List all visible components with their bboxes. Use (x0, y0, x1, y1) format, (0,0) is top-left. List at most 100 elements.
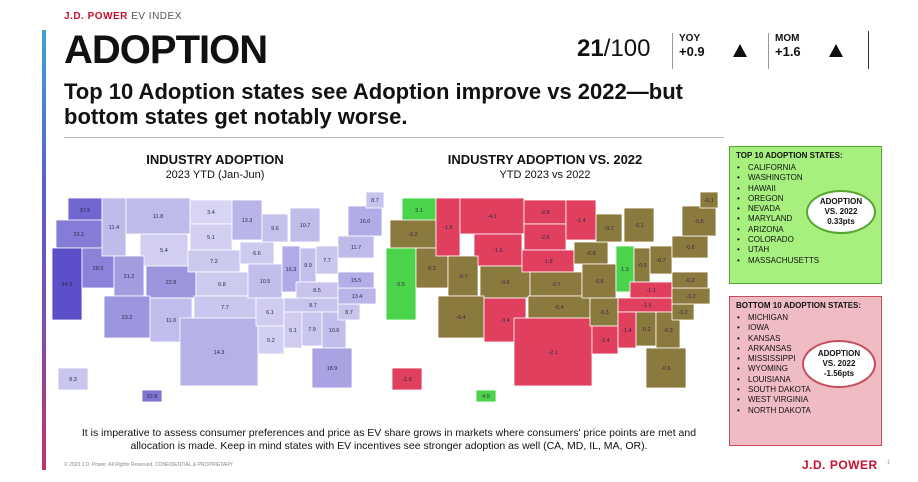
state-wi (595, 213, 623, 243)
state-label-in: 9.9 (304, 263, 312, 269)
state-label-ny: 16.0 (360, 219, 371, 225)
state-ny (681, 205, 717, 237)
page-number: 1 (887, 460, 891, 466)
list-item: SOUTH DAKOTA (736, 385, 875, 396)
score-display: 21/100 (577, 35, 650, 63)
list-item: ARKANSAS (736, 344, 875, 355)
footer-logo: J.D. POWER (802, 458, 878, 472)
yoy-label: YOY (679, 33, 701, 44)
state-label-la: 5.2 (267, 338, 275, 344)
state-label-ms: -1.4 (622, 328, 631, 334)
state-label-ut: -0.7 (458, 274, 467, 280)
state-ks (195, 271, 249, 297)
state-label-va: 15.5 (351, 278, 362, 284)
state-label-co: 22.8 (166, 280, 177, 286)
state-tx (513, 317, 593, 387)
header-rule (64, 137, 724, 138)
state-label-id: 11.4 (109, 225, 119, 231)
list-item: COLORADO (736, 235, 875, 246)
list-item: CALIFORNIA (736, 163, 875, 174)
adoption-change-map: 3.1 -0.2 0.5 0.2 -1.6 -4.1 -1.6 -0.7 -0.6 -0.4 -3.… (385, 191, 719, 403)
list-item: LOUISIANA (736, 375, 875, 386)
state-ut (113, 255, 145, 297)
state-label-la: -2.4 (600, 338, 609, 344)
state-ks (529, 271, 583, 297)
state-wy (473, 233, 523, 267)
list-item: WASHINGTON (736, 173, 875, 184)
state-label-az: -0.4 (456, 315, 465, 321)
list-item: UTAH (736, 245, 875, 256)
state-label-ia: 6.6 (253, 251, 261, 257)
state-ca (51, 247, 83, 321)
state-hi (475, 389, 497, 403)
state-label-mo: 10.5 (260, 279, 271, 285)
body-text: It is imperative to assess consumer pref… (81, 427, 697, 452)
state-ar (255, 297, 285, 327)
state-label-nv: 28.9 (93, 266, 104, 272)
state-wi (261, 213, 289, 243)
state-label-ca: 44.9 (62, 282, 73, 288)
state-label-mo: -0.8 (594, 279, 603, 285)
state-label-il: 16.3 (286, 267, 297, 273)
pill-line: ADOPTION (817, 349, 861, 358)
state-label-me: -0.1 (704, 198, 713, 204)
state-label-ar: 6.1 (266, 310, 274, 316)
state-label-pa: -0.6 (685, 245, 694, 251)
list-item: HAWAII (736, 184, 875, 195)
state-label-ne: -1.8 (543, 259, 552, 265)
state-fl (645, 347, 687, 389)
state-label-mn: -1.4 (576, 218, 585, 224)
state-label-sd: -2.6 (540, 235, 549, 241)
state-ak (391, 367, 423, 391)
list-item: WYOMING (736, 364, 875, 375)
state-label-or: -0.2 (408, 232, 417, 238)
state-label-nv: 0.2 (428, 266, 436, 272)
list-item: NEVADA (736, 204, 875, 215)
state-or (55, 219, 103, 249)
up-triangle-icon (829, 44, 843, 57)
list-item: MARYLAND (736, 214, 875, 225)
headline: Top 10 Adoption states see Adoption impr… (64, 79, 683, 129)
list-item: NORTH DAKOTA (736, 406, 875, 417)
state-label-ky: -1.1 (646, 288, 655, 294)
bottom-states-title: BOTTOM 10 ADOPTION STATES: (736, 301, 862, 310)
copyright-text: © 2023 J.D. Power. All Rights Reserved. … (64, 462, 233, 468)
accent-bar (42, 30, 46, 470)
state-mt (125, 197, 191, 235)
state-id (435, 197, 461, 257)
state-label-sc: -0.2 (678, 310, 687, 316)
top-states-title: TOP 10 ADOPTION STATES: (736, 151, 843, 160)
state-label-hi: 32.8 (147, 394, 158, 400)
state-label-sc: 8.7 (345, 310, 353, 316)
list-item: ARIZONA (736, 225, 875, 236)
state-label-mi: -0.1 (634, 223, 643, 229)
state-label-nm: -3.4 (500, 318, 509, 324)
state-label-oh: 7.7 (323, 258, 331, 264)
list-item: IOWA (736, 323, 875, 334)
state-label-il: 1.3 (621, 267, 629, 273)
state-mn (565, 199, 597, 241)
state-label-nc: -0.2 (686, 294, 695, 300)
state-nd (523, 199, 567, 225)
state-label-ks: -0.7 (551, 282, 560, 288)
list-item: OREGON (736, 194, 875, 205)
state-label-sd: 5.1 (207, 235, 215, 241)
list-item: MISSISSIPPI (736, 354, 875, 365)
pill-line: ADOPTION (819, 197, 863, 206)
state-oh (649, 245, 673, 275)
state-label-nd: 3.4 (207, 210, 215, 216)
state-ga (655, 311, 681, 349)
state-label-mn: 13.3 (242, 218, 253, 224)
state-label-me: 8.7 (371, 198, 379, 204)
brand-header: J.D. POWER EV INDEX (64, 11, 182, 22)
state-label-ar: -0.3 (599, 310, 608, 316)
mom-value: +1.6 (775, 44, 801, 59)
bottom-states-list: MICHIGAN IOWA KANSAS ARKANSAS MISSISSIPP… (736, 313, 875, 416)
state-label-al: 7.9 (308, 327, 316, 333)
yoy-metric: YOY +0.9 (672, 33, 747, 69)
state-label-ky: 8.5 (313, 288, 321, 294)
state-label-al: -0.2 (641, 327, 650, 333)
top-adoption-pill: ADOPTION VS. 2022 0.33pts (806, 190, 876, 234)
state-label-or: 31.1 (74, 232, 85, 238)
state-label-tn: 8.7 (309, 303, 317, 309)
